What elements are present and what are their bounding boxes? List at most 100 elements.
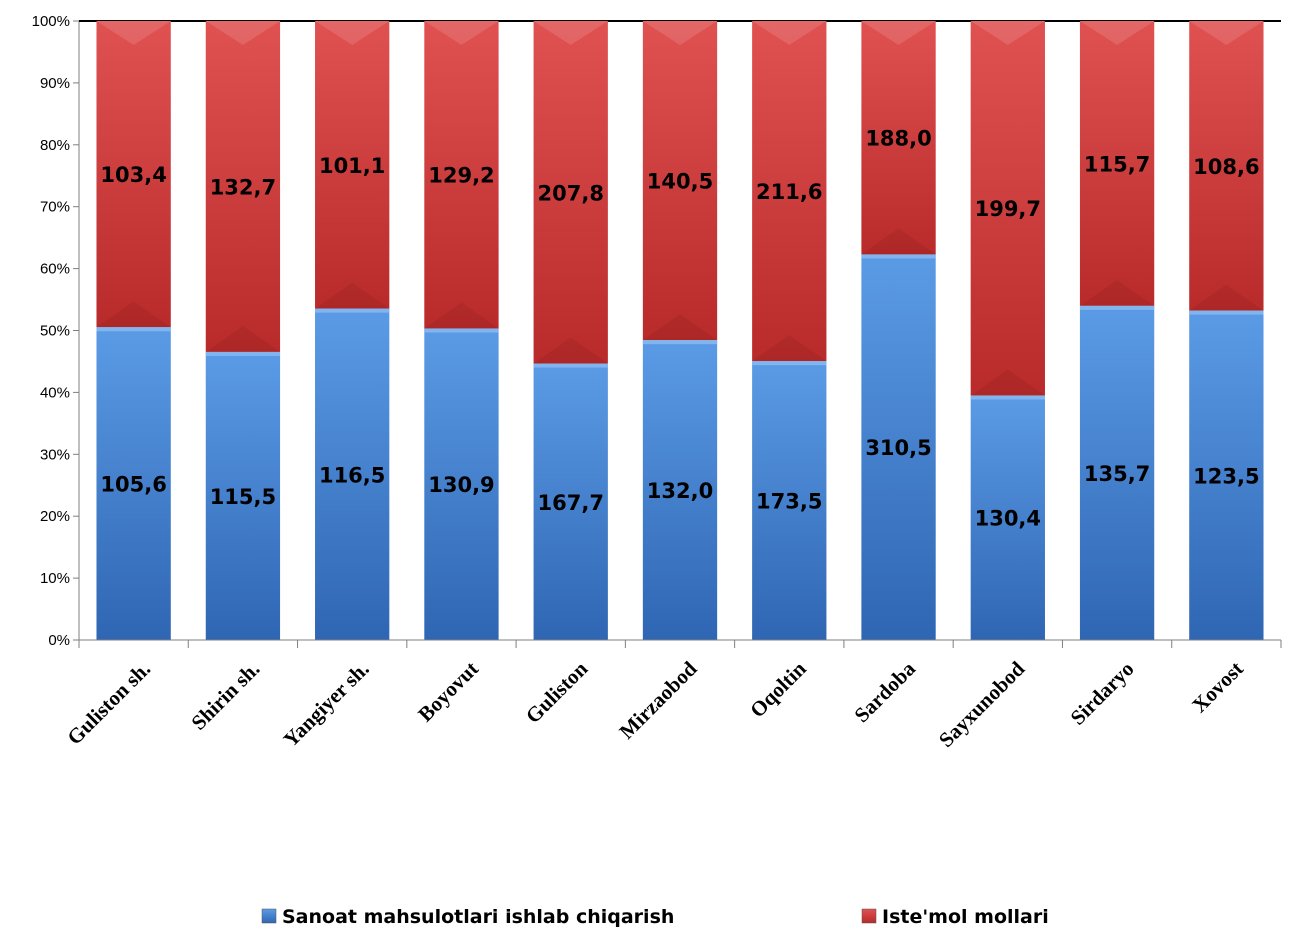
bar-istemol-bevel — [642, 21, 718, 45]
bar-istemol-bevel — [533, 21, 608, 45]
bar-istemol-shade — [424, 302, 499, 329]
x-tick-label: Guliston — [521, 656, 593, 728]
bar-sanoat — [642, 340, 718, 640]
data-label-sanoat: 130,9 — [428, 473, 494, 497]
y-tick-label: 50% — [40, 323, 70, 340]
bar-group: 188,0 310,5 — [861, 21, 936, 640]
bar-sanoat-highlight — [642, 340, 718, 345]
bar-sanoat — [1079, 305, 1155, 640]
bar-group: 101,1 116,5 — [315, 21, 390, 640]
y-tick-label: 70% — [40, 199, 70, 216]
bar-istemol — [315, 21, 390, 309]
x-tick-label: Sirdaryo — [1066, 657, 1139, 730]
data-label-sanoat: 310,5 — [865, 436, 931, 460]
bar-sanoat — [1189, 310, 1264, 640]
data-label-sanoat: 105,6 — [100, 473, 166, 497]
y-tick-label: 60% — [40, 261, 70, 278]
bar-istemol-shade — [642, 314, 718, 341]
legend-swatch — [261, 908, 277, 924]
bar-sanoat-highlight — [752, 361, 827, 366]
y-tick-label: 100% — [32, 13, 70, 30]
bar-sanoat-highlight — [861, 254, 936, 259]
data-label-sanoat: 116,5 — [319, 463, 385, 487]
bar-istemol-shade — [861, 228, 936, 255]
x-axis: Guliston sh. Shirin sh. Yangiyer sh. Boyovu… — [62, 639, 1282, 752]
bar-istemol-bevel — [315, 21, 390, 45]
data-label-istemol: 115,7 — [1084, 152, 1150, 176]
bar-istemol-bevel — [970, 21, 1045, 45]
bar-sanoat — [424, 328, 499, 640]
bar-istemol-bevel — [1079, 21, 1155, 45]
bar-istemol — [424, 21, 499, 329]
bar-istemol — [861, 21, 936, 255]
data-label-istemol: 199,7 — [975, 197, 1041, 221]
bar-istemol-bevel — [861, 21, 936, 45]
bar-istemol-shade — [315, 282, 390, 309]
bar-group: 103,4 105,6 — [96, 21, 171, 640]
bar-sanoat-highlight — [970, 395, 1045, 400]
x-tick-label: Sardoba — [849, 656, 920, 727]
bar-istemol — [96, 21, 171, 328]
y-tick-label: 0% — [48, 632, 70, 649]
data-label-istemol: 207,8 — [538, 181, 604, 205]
data-label-sanoat: 132,0 — [647, 479, 713, 503]
y-tick-label: 40% — [40, 384, 70, 401]
bar-group: 129,2 130,9 — [424, 21, 499, 640]
bar-sanoat-highlight — [315, 308, 390, 313]
data-label-istemol: 108,6 — [1193, 155, 1259, 179]
data-label-sanoat: 123,5 — [1193, 464, 1259, 488]
y-tick-label: 30% — [40, 446, 70, 463]
data-label-istemol: 211,6 — [756, 180, 822, 204]
data-label-istemol: 101,1 — [319, 154, 385, 178]
bar-istemol — [752, 21, 827, 362]
bar-sanoat-highlight — [424, 328, 499, 333]
legend: Sanoat mahsulotlari ishlab chiqarish Iste… — [261, 906, 1049, 928]
bar-istemol-bevel — [96, 21, 171, 45]
bar-istemol — [205, 21, 281, 352]
bar-istemol-bevel — [205, 21, 281, 45]
bar-istemol-bevel — [752, 21, 827, 45]
bar-sanoat-highlight — [96, 327, 171, 332]
x-tick-label: Guliston sh. — [62, 657, 155, 750]
bar-group: 115,7 135,7 — [1079, 21, 1155, 640]
data-label-sanoat: 173,5 — [756, 490, 822, 514]
bar-istemol — [1079, 21, 1155, 306]
y-tick-label: 90% — [40, 75, 70, 92]
bar-sanoat-highlight — [1189, 310, 1264, 315]
y-tick-label: 10% — [40, 570, 70, 587]
bars: 103,4 105,6 132,7 115,5 101,1 116,5 129,2 130,9… — [96, 21, 1264, 640]
bar-sanoat — [533, 363, 608, 640]
bar-istemol-shade — [96, 301, 171, 328]
bar-sanoat-highlight — [1079, 305, 1155, 310]
legend-item: Sanoat mahsulotlari ishlab chiqarish — [261, 906, 674, 928]
bar-sanoat — [970, 395, 1045, 640]
bar-group: 207,8 167,7 — [533, 21, 608, 640]
bar-istemol — [1189, 21, 1264, 311]
y-tick-label: 80% — [40, 137, 70, 154]
x-tick-label: Sayxunobod — [934, 656, 1030, 752]
bar-group: 108,6 123,5 — [1189, 21, 1264, 640]
bar-istemol — [970, 21, 1045, 396]
bar-istemol-shade — [752, 335, 827, 362]
bar-istemol-shade — [533, 337, 608, 364]
bar-sanoat — [315, 308, 390, 640]
x-tick-label: Boyovut — [413, 657, 483, 727]
bar-group: 199,7 130,4 — [970, 21, 1045, 640]
data-label-sanoat: 167,7 — [538, 491, 604, 515]
data-label-sanoat: 130,4 — [975, 507, 1041, 531]
legend-label: Iste'mol mollari — [882, 906, 1049, 928]
data-label-istemol: 140,5 — [647, 170, 713, 194]
bar-group: 132,7 115,5 — [205, 21, 281, 640]
bar-group: 211,6 173,5 — [752, 21, 827, 640]
bar-sanoat-highlight — [533, 363, 608, 368]
bar-sanoat-highlight — [205, 351, 281, 356]
legend-swatch — [861, 908, 877, 924]
bar-istemol-bevel — [424, 21, 499, 45]
bar-sanoat — [752, 361, 827, 640]
bar-istemol-shade — [970, 369, 1045, 396]
y-tick-label: 20% — [40, 508, 70, 525]
x-tick-label: Shirin sh. — [186, 657, 264, 735]
bar-group: 140,5 132,0 — [642, 21, 718, 640]
legend-label: Sanoat mahsulotlari ishlab chiqarish — [282, 906, 674, 928]
